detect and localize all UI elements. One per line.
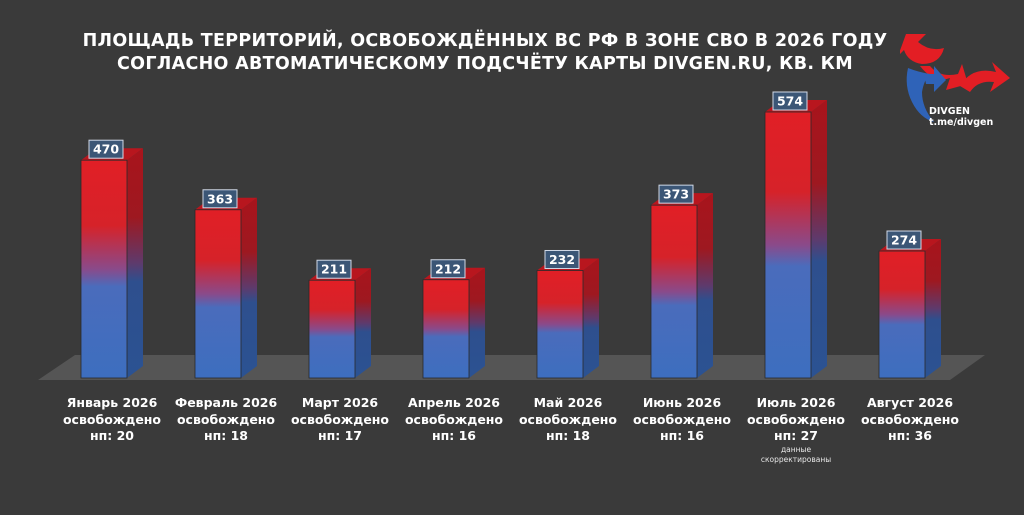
logo-channel: t.me/divgen	[929, 117, 994, 128]
month-label: Июнь 2026 освобождено нп: 16	[617, 395, 747, 445]
bar-front	[650, 204, 698, 379]
value-label: 574	[777, 94, 803, 109]
value-label-box	[886, 230, 922, 250]
bar-side	[583, 258, 599, 378]
month-label: Март 2026 освобождено нп: 17	[275, 395, 405, 445]
corrected-note: данные скорректированы	[731, 445, 861, 465]
value-label: 363	[207, 191, 233, 206]
value-label-box	[430, 259, 466, 279]
note-note2: скорректированы	[760, 455, 832, 464]
value-label-box	[316, 259, 352, 279]
month-label-line2: освобождено	[290, 411, 390, 427]
bar-side	[811, 100, 827, 378]
value-label: 373	[663, 187, 689, 202]
logo-text: DIVGEN t.me/divgen	[929, 106, 993, 128]
month-label-name: Май 2026	[533, 395, 603, 410]
month-label-line3: нп: 20	[89, 428, 135, 443]
month-label: Май 2026 освобождено нп: 18	[503, 395, 633, 445]
month-label-line2: освобождено	[176, 411, 276, 427]
month-label: Февраль 2026 освобождено нп: 18	[161, 395, 291, 445]
month-label-name: Январь 2026	[66, 395, 158, 410]
value-label: 232	[549, 252, 575, 267]
month-label-line2: освобождено	[746, 411, 846, 427]
bar-front	[80, 159, 128, 379]
value-label: 211	[321, 262, 347, 277]
month-label-line3: нп: 36	[887, 428, 933, 443]
bar-side	[697, 193, 713, 378]
divgen-arrows-logo-icon	[900, 34, 1010, 122]
value-label: 470	[93, 142, 119, 157]
month-label-line3: нп: 18	[203, 428, 249, 443]
month-label-name: Август 2026	[866, 395, 954, 410]
value-label-box	[88, 139, 124, 159]
value-label-box	[658, 184, 694, 204]
month-label-name: Март 2026	[301, 395, 379, 410]
bar: 574	[764, 91, 827, 379]
month-label-line3: нп: 18	[545, 428, 591, 443]
bar-side	[925, 239, 941, 378]
month-label: Январь 2026 освобождено нп: 20	[47, 395, 177, 445]
value-label-box	[544, 249, 580, 269]
month-label-line2: освобождено	[632, 411, 732, 427]
bar: 363	[194, 189, 257, 379]
bar-front	[308, 279, 356, 379]
bar-side	[469, 267, 485, 378]
bar-front	[422, 279, 470, 379]
month-label-line2: освобождено	[518, 411, 618, 427]
month-label-line2: освобождено	[860, 411, 960, 427]
chart-floor	[38, 355, 985, 380]
bar-side	[241, 197, 257, 378]
bar-side	[127, 148, 143, 378]
month-label-name: Апрель 2026	[408, 395, 500, 410]
month-label-line3: нп: 17	[317, 428, 363, 443]
month-label-name: Февраль 2026	[174, 395, 278, 410]
value-label-box	[202, 189, 238, 209]
chart-title-line-1: ПЛОЩАДЬ ТЕРРИТОРИЙ, ОСВОБОЖДЁННЫХ ВС РФ …	[82, 31, 888, 51]
month-label: Июль 2026 освобождено нп: 27	[731, 395, 861, 445]
month-label-line3: нп: 27	[773, 428, 819, 443]
month-label-line2: освобождено	[62, 411, 162, 427]
bar-front	[194, 209, 242, 379]
bar-front	[878, 250, 926, 379]
bar: 212	[422, 259, 485, 379]
bars-layer: 470 363 211 212 232 373 574 274	[80, 91, 941, 379]
value-label: 212	[435, 261, 461, 276]
bar: 232	[536, 249, 599, 379]
month-label: Август 2026 освобождено нп: 36	[845, 395, 975, 445]
month-label: Апрель 2026 освобождено нп: 16	[389, 395, 519, 445]
bar: 274	[878, 230, 941, 379]
chart-title-line-2: СОГЛАСНО АВТОМАТИЧЕСКОМУ ПОДСЧЁТУ КАРТЫ …	[117, 54, 853, 74]
month-label-name: Июнь 2026	[642, 395, 722, 410]
bar-side	[355, 268, 371, 378]
bar-front	[536, 270, 584, 379]
logo-name: DIVGEN	[929, 106, 971, 117]
bar: 373	[650, 184, 713, 379]
bar-front	[764, 111, 812, 379]
month-label-line3: нп: 16	[431, 428, 477, 443]
note-note1: данные	[780, 445, 812, 454]
value-label: 274	[891, 233, 917, 248]
bar: 470	[80, 139, 143, 379]
month-label-name: Июль 2026	[756, 395, 836, 410]
value-label-box	[772, 91, 808, 111]
month-label-line3: нп: 16	[659, 428, 705, 443]
month-label-line2: освобождено	[404, 411, 504, 427]
chart-title: ПЛОЩАДЬ ТЕРРИТОРИЙ, ОСВОБОЖДЁННЫХ ВС РФ …	[60, 30, 910, 76]
bar: 211	[308, 259, 371, 379]
